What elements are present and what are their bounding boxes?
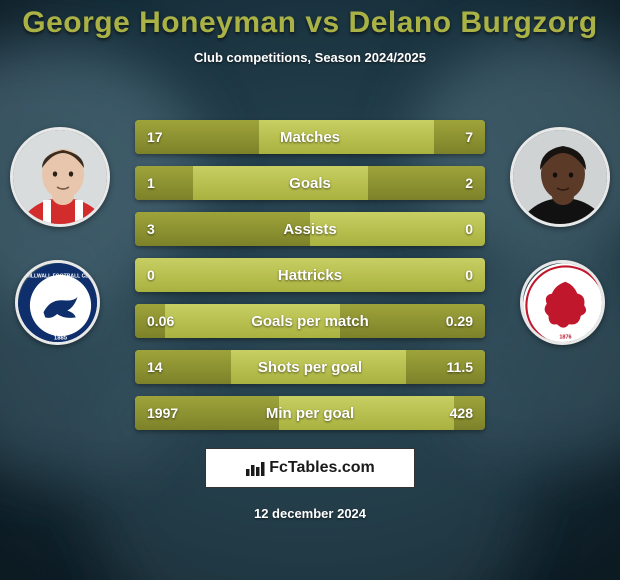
stat-row: 1997428Min per goal (135, 396, 485, 430)
club-right-badge: 1876 (520, 260, 605, 345)
stat-row: 00Hattricks (135, 258, 485, 292)
svg-text:1876: 1876 (559, 335, 571, 341)
stat-label: Matches (135, 120, 485, 154)
stats-comparison: 177Matches 12Goals 30Assists 00Hattricks 0.0… (135, 120, 485, 442)
footer-date: 12 december 2024 (0, 506, 620, 521)
svg-text:1885: 1885 (54, 336, 68, 342)
stat-label: Assists (135, 212, 485, 246)
stat-row: 30Assists (135, 212, 485, 246)
stat-label: Hattricks (135, 258, 485, 292)
svg-text:MILLWALL FOOTBALL CLUB: MILLWALL FOOTBALL CLUB (25, 273, 96, 279)
club-left-badge: MILLWALL FOOTBALL CLUB 1885 (15, 260, 100, 345)
chart-icon (245, 459, 265, 477)
stat-label: Shots per goal (135, 350, 485, 384)
brand-text: FcTables.com (269, 459, 375, 477)
stat-label: Goals per match (135, 304, 485, 338)
stat-row: 12Goals (135, 166, 485, 200)
stat-row: 0.060.29Goals per match (135, 304, 485, 338)
stat-row: 177Matches (135, 120, 485, 154)
subtitle: Club competitions, Season 2024/2025 (0, 50, 620, 65)
stat-row: 1411.5Shots per goal (135, 350, 485, 384)
page-title: George Honeyman vs Delano Burgzorg (0, 6, 620, 40)
stat-label: Goals (135, 166, 485, 200)
brand-logo: FcTables.com (205, 448, 415, 488)
stat-label: Min per goal (135, 396, 485, 430)
player-left-avatar (10, 127, 110, 227)
player-right-avatar (510, 127, 610, 227)
